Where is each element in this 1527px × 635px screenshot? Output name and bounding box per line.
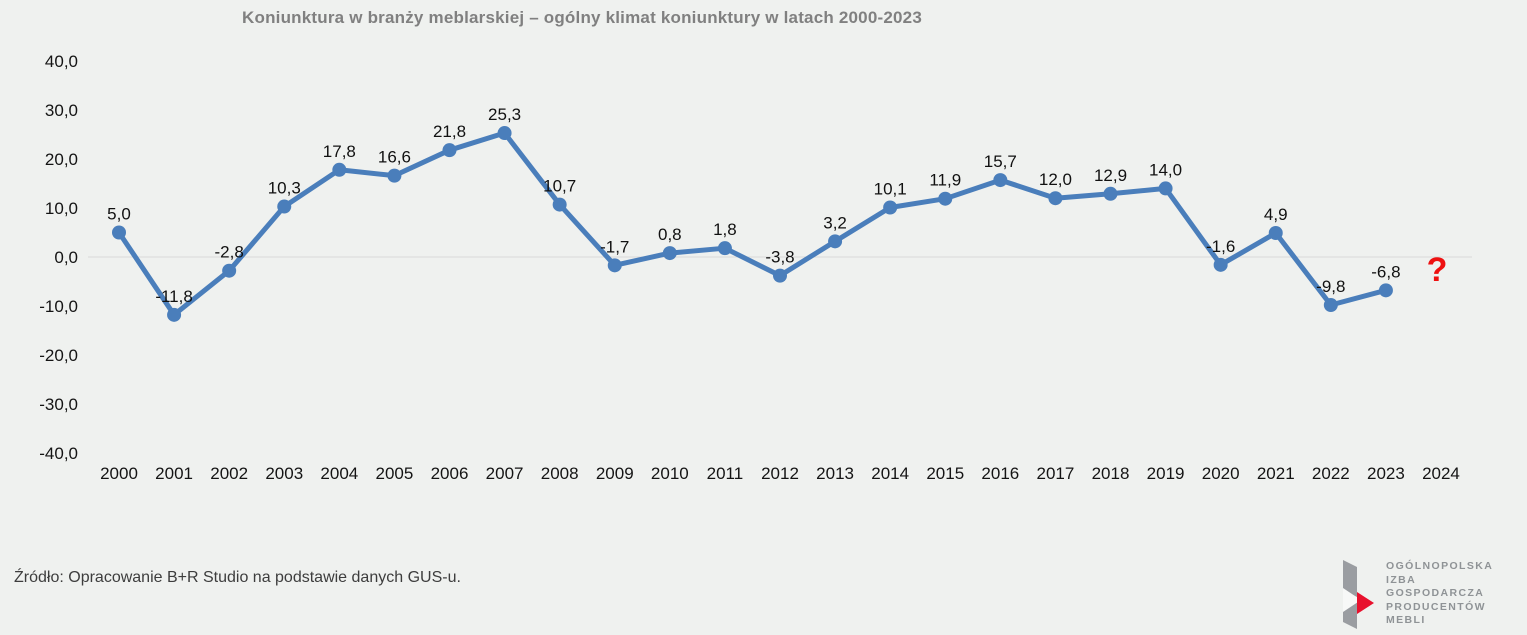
data-point xyxy=(552,197,567,212)
y-axis-tick-label: 10,0 xyxy=(45,199,78,218)
data-point xyxy=(828,234,843,249)
value-label: -9,8 xyxy=(1316,277,1345,296)
value-label: 21,8 xyxy=(433,122,466,141)
data-point xyxy=(1378,283,1393,298)
logo-text: OGÓLNOPOLSKA IZBA GOSPODARCZA PRODUCENTÓ… xyxy=(1386,557,1493,628)
data-point xyxy=(332,162,347,177)
logo-line: OGÓLNOPOLSKA xyxy=(1386,560,1494,572)
value-label: 12,0 xyxy=(1039,170,1072,189)
x-axis-tick-label: 2018 xyxy=(1092,464,1130,483)
x-axis-tick-label: 2024 xyxy=(1422,464,1460,483)
x-axis-tick-label: 2021 xyxy=(1257,464,1295,483)
x-axis-tick-label: 2008 xyxy=(541,464,579,483)
value-label: 5,0 xyxy=(107,205,131,224)
value-label: 14,0 xyxy=(1149,160,1182,179)
value-label: 10,3 xyxy=(268,179,301,198)
logo-line: IZBA xyxy=(1386,573,1417,586)
y-axis-tick-label: -10,0 xyxy=(39,297,78,316)
value-label: -11,8 xyxy=(155,287,193,306)
x-axis-tick-label: 2005 xyxy=(376,464,414,483)
data-point xyxy=(993,173,1008,188)
data-point xyxy=(883,200,898,215)
x-axis-tick-label: 2013 xyxy=(816,464,854,483)
data-point xyxy=(167,307,182,322)
oigpm-logo: OGÓLNOPOLSKA IZBA GOSPODARCZA PRODUCENTÓ… xyxy=(1330,557,1493,632)
data-point xyxy=(938,191,953,206)
x-axis-tick-label: 2002 xyxy=(210,464,248,483)
data-point xyxy=(662,246,677,261)
value-label: 11,9 xyxy=(929,171,961,190)
data-point xyxy=(1048,191,1063,206)
x-axis-tick-label: 2006 xyxy=(431,464,469,483)
value-label: -1,7 xyxy=(600,237,629,256)
value-label: 4,9 xyxy=(1264,205,1288,224)
x-axis-tick-label: 2007 xyxy=(486,464,524,483)
data-point xyxy=(717,241,732,256)
x-axis-tick-label: 2011 xyxy=(707,464,744,483)
value-label: -6,8 xyxy=(1371,262,1400,281)
logo-line: PRODUCENTÓW xyxy=(1386,600,1486,613)
source-note: Źródło: Opracowanie B+R Studio na podsta… xyxy=(14,569,461,586)
x-axis-tick-label: 2012 xyxy=(761,464,799,483)
value-label: -1,6 xyxy=(1206,237,1235,256)
y-axis-tick-label: -40,0 xyxy=(39,444,78,463)
data-point xyxy=(1103,186,1118,201)
value-label: 17,8 xyxy=(323,142,356,161)
data-series-line xyxy=(116,130,1389,318)
y-axis-tick-label: -30,0 xyxy=(39,395,78,414)
data-point xyxy=(607,258,622,273)
logo-line: GOSPODARCZA xyxy=(1386,587,1485,599)
value-label: 15,7 xyxy=(984,152,1017,171)
data-point xyxy=(387,168,402,183)
value-label: 0,8 xyxy=(658,225,682,244)
data-point xyxy=(442,143,457,158)
x-axis-tick-label: 2019 xyxy=(1147,464,1185,483)
x-axis-tick-label: 2022 xyxy=(1312,464,1350,483)
y-axis-tick-label: 30,0 xyxy=(45,101,78,120)
value-label: -3,8 xyxy=(765,248,794,267)
x-axis-tick-label: 2010 xyxy=(651,464,689,483)
chart-title: Koniunktura w branży meblarskiej – ogóln… xyxy=(242,8,922,27)
value-label: -2,8 xyxy=(215,243,244,262)
data-point xyxy=(1268,225,1283,240)
logo-line: MEBLI xyxy=(1386,614,1426,626)
data-point xyxy=(497,126,512,141)
x-axis-tick-label: 2020 xyxy=(1202,464,1240,483)
y-axis-tick-label: 20,0 xyxy=(45,150,78,169)
value-label: 16,6 xyxy=(378,148,411,167)
x-axis-tick-label: 2016 xyxy=(981,464,1019,483)
x-axis-tick-label: 2003 xyxy=(265,464,303,483)
value-label: 3,2 xyxy=(823,213,847,232)
data-point xyxy=(772,268,787,283)
data-point xyxy=(1158,181,1173,196)
x-axis-tick-label: 2004 xyxy=(320,464,358,483)
y-axis-tick-label: 40,0 xyxy=(45,52,78,71)
value-label: 10,7 xyxy=(543,177,576,196)
x-axis-tick-label: 2001 xyxy=(155,464,193,483)
x-axis-tick-label: 2023 xyxy=(1367,464,1405,483)
value-label: 10,1 xyxy=(874,180,907,199)
data-point xyxy=(112,225,126,240)
x-axis-tick-label: 2015 xyxy=(926,464,964,483)
chair-logo-icon xyxy=(1343,560,1374,629)
y-axis-tick-label: 0,0 xyxy=(54,248,78,267)
future-question-mark: ? xyxy=(1427,251,1448,289)
value-label: 1,8 xyxy=(713,220,737,239)
data-point xyxy=(277,199,292,214)
data-point xyxy=(1213,257,1228,272)
x-axis-tick-label: 2000 xyxy=(100,464,138,483)
x-axis-tick-label: 2009 xyxy=(596,464,634,483)
y-axis-tick-label: -20,0 xyxy=(39,346,78,365)
data-point xyxy=(222,263,237,278)
value-label: 12,9 xyxy=(1094,166,1127,185)
x-axis-tick-label: 2014 xyxy=(871,464,909,483)
value-label: 25,3 xyxy=(488,105,521,124)
data-point xyxy=(1323,298,1338,313)
x-axis-tick-label: 2017 xyxy=(1036,464,1074,483)
